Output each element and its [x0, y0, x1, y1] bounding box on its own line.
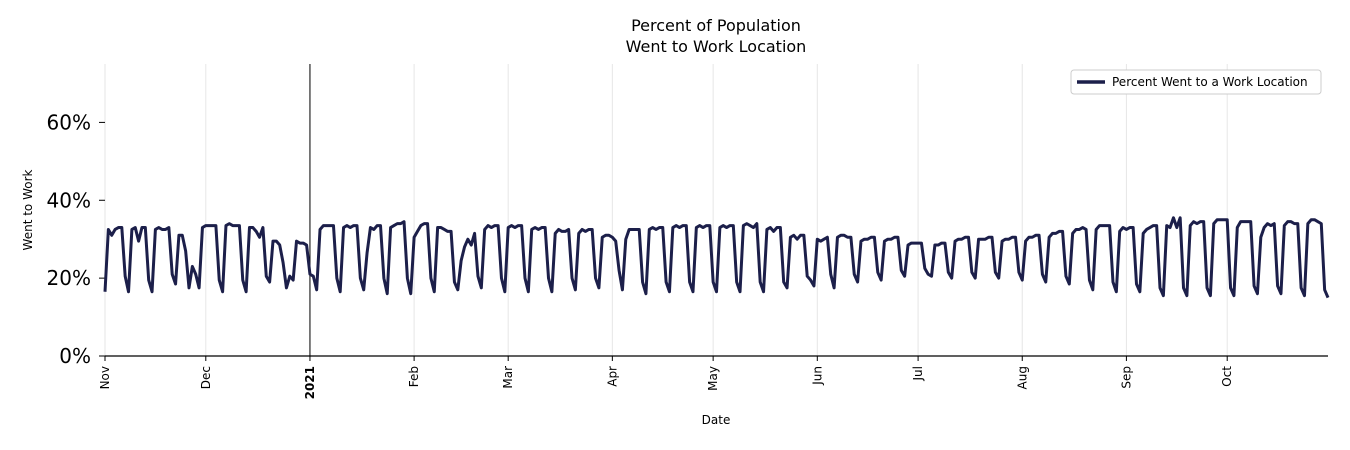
legend: Percent Went to a Work Location — [1070, 69, 1322, 95]
x-tick-label-may: May — [706, 366, 720, 391]
x-tick-label-jul: Jul — [911, 366, 925, 381]
legend-frame — [1070, 69, 1322, 95]
y-tick-label-40: 40% — [47, 188, 91, 212]
series-line-went-to-work — [103, 216, 1330, 299]
y-tick-label-20: 20% — [47, 266, 91, 290]
x-axis-label: Date — [702, 413, 731, 427]
x-tick-label-sep: Sep — [1119, 366, 1133, 389]
x-tick-label-jun: Jun — [810, 366, 824, 386]
x-tick-label-oct: Oct — [1220, 366, 1234, 387]
x-tick-label-aug: Aug — [1015, 366, 1029, 389]
y-tick-label-0: 0% — [59, 344, 91, 368]
x-tick-label-feb: Feb — [407, 366, 421, 387]
y-tick-label-60: 60% — [47, 110, 91, 134]
y-axis: 0% 20% 40% 60% — [47, 110, 105, 368]
x-tick-label-2021: 2021 — [303, 366, 317, 399]
x-tick-label-nov: Nov — [98, 366, 112, 389]
x-tick-label-dec: Dec — [199, 366, 213, 389]
x-tick-label-mar: Mar — [501, 366, 515, 389]
y-axis-label: Went to Work — [21, 169, 35, 250]
x-tick-label-apr: Apr — [605, 366, 619, 387]
chart-title-line-2: Went to Work Location — [626, 37, 807, 56]
legend-label: Percent Went to a Work Location — [1112, 75, 1308, 89]
x-gridlines — [104, 64, 1228, 356]
x-axis: Nov Dec 2021 Feb Mar Apr May Jun Jul Aug Sep Oct — [98, 356, 1234, 399]
chart-title-line-1: Percent of Population — [631, 16, 801, 35]
